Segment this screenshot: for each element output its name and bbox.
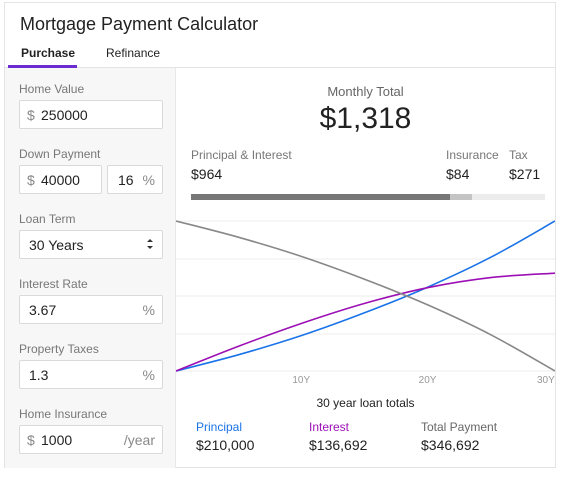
interest-line: [176, 272, 555, 372]
interest-rate-field[interactable]: 3.67 %: [19, 295, 163, 324]
home-value-input[interactable]: 250000: [41, 107, 88, 123]
app-title: Mortgage Payment Calculator: [20, 14, 259, 34]
principal-line: [176, 220, 555, 372]
home-value-field[interactable]: $ 250000: [19, 100, 163, 129]
principal-total-label: Principal: [196, 420, 243, 434]
select-arrows-icon: [147, 239, 153, 249]
chart-caption: 30 year loan totals: [316, 396, 415, 410]
mortgage-calculator-card: Mortgage Payment Calculator Purchase Ref…: [4, 2, 556, 468]
insurance-value: $84: [446, 166, 470, 182]
property-taxes-field[interactable]: 1.3 %: [19, 360, 163, 389]
principal-interest-value: $964: [191, 166, 223, 182]
percent-suffix: %: [142, 172, 155, 188]
currency-prefix: $: [27, 432, 35, 448]
down-payment-input[interactable]: 40000: [41, 172, 80, 188]
principal-interest-label: Principal & Interest: [191, 148, 292, 162]
percent-suffix: %: [142, 367, 155, 383]
property-taxes-label: Property Taxes: [19, 342, 99, 356]
loan-term-select[interactable]: 30 Years: [19, 230, 163, 259]
down-payment-percent-field[interactable]: 16 %: [107, 165, 163, 194]
principal-interest-segment: [191, 194, 450, 200]
insurance-segment: [449, 194, 473, 200]
interest-total-value: $136,692: [309, 437, 368, 453]
total-payment-label: Total Payment: [421, 420, 498, 434]
x-tick-label: 20Y: [418, 375, 437, 386]
payment-breakdown-bar: [191, 194, 545, 200]
down-payment-percent-input[interactable]: 16: [118, 172, 134, 188]
down-payment-label: Down Payment: [19, 147, 101, 161]
interest-rate-label: Interest Rate: [19, 277, 88, 291]
monthly-total-label: Monthly Total: [327, 84, 404, 99]
x-tick-label: 10Y: [292, 375, 311, 386]
home-value-label: Home Value: [19, 82, 85, 96]
currency-prefix: $: [27, 107, 35, 123]
home-insurance-field[interactable]: $ 1000 /year: [19, 425, 163, 454]
home-insurance-label: Home Insurance: [19, 407, 108, 421]
tax-value: $271: [509, 166, 541, 182]
loan-totals-chart: [176, 220, 555, 372]
loan-term-value: 30 Years: [29, 237, 84, 253]
tab-refinance[interactable]: Refinance: [106, 46, 161, 60]
loan-term-label: Loan Term: [19, 212, 76, 226]
home-insurance-input[interactable]: 1000: [41, 432, 73, 448]
currency-prefix: $: [27, 172, 35, 188]
insurance-label: Insurance: [446, 148, 499, 162]
balance-line: [176, 220, 555, 372]
active-tab-indicator: [8, 65, 77, 68]
input-panel: Home Value $ 250000 Down Payment $ 40000…: [5, 68, 176, 468]
principal-total-value: $210,000: [196, 437, 255, 453]
total-payment-value: $346,692: [421, 437, 480, 453]
interest-total-label: Interest: [309, 420, 350, 434]
property-taxes-input[interactable]: 1.3: [29, 367, 49, 383]
results-panel: Monthly Total $1,318 Principal & Interes…: [176, 68, 555, 468]
tab-purchase[interactable]: Purchase: [21, 46, 76, 60]
interest-rate-input[interactable]: 3.67: [29, 302, 57, 318]
tax-label: Tax: [509, 148, 528, 162]
tax-segment: [472, 194, 545, 200]
down-payment-field[interactable]: $ 40000: [19, 165, 102, 194]
monthly-total-value: $1,318: [319, 102, 412, 135]
percent-suffix: %: [142, 302, 155, 318]
tab-bar: Purchase Refinance: [5, 43, 555, 68]
x-tick-label: 30Y: [537, 375, 555, 386]
per-year-suffix: /year: [123, 432, 155, 448]
